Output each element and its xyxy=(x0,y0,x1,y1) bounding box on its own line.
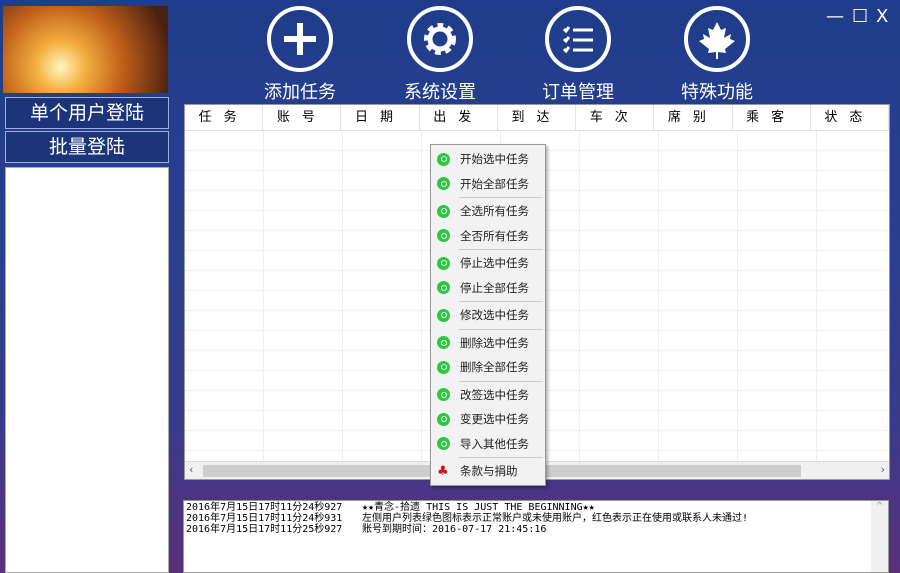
column-header[interactable]: 账号 xyxy=(263,105,342,130)
menu-separator xyxy=(459,301,543,302)
scroll-right-icon[interactable]: › xyxy=(880,463,885,476)
q-icon xyxy=(437,412,450,426)
menu-item[interactable]: ♣ 条款与捐助 xyxy=(431,459,545,484)
log-panel[interactable]: ^ 2016年7月15日17时11分24秒927 ★★青念-拾遗 THIS IS … xyxy=(183,500,889,573)
menu-item[interactable]: 全否所有任务 xyxy=(431,224,545,249)
q-icon xyxy=(437,308,450,322)
gear-icon xyxy=(407,6,473,72)
single-user-login-button[interactable]: 单个用户登陆 xyxy=(5,97,169,129)
menu-item-label: 开始选中任务 xyxy=(460,152,529,167)
column-header[interactable]: 席别 xyxy=(654,105,733,130)
q-icon xyxy=(437,281,450,295)
q-icon xyxy=(437,388,450,402)
menu-item-label: 导入其他任务 xyxy=(460,436,529,451)
column-header[interactable]: 状态 xyxy=(811,105,889,130)
menu-item-label: 修改选中任务 xyxy=(460,308,529,323)
menu-item[interactable]: 变更选中任务 xyxy=(431,407,545,432)
order-management-label: 订单管理 xyxy=(542,82,614,103)
maple-leaf-icon xyxy=(684,6,750,72)
column-header[interactable]: 车次 xyxy=(576,105,655,130)
add-task-label: 添加任务 xyxy=(264,82,336,103)
menu-separator xyxy=(459,380,543,382)
q-icon xyxy=(437,360,450,374)
menu-item[interactable]: 删除全部任务 xyxy=(431,355,545,380)
log-time: 2016年7月15日17时11分25秒927 xyxy=(186,524,343,535)
menu-item-label: 全选所有任务 xyxy=(460,204,529,219)
log-line: 2016年7月15日17时11分25秒927 账号到期时间：2016-07-17 … xyxy=(186,524,886,535)
menu-item-label: 删除选中任务 xyxy=(460,335,529,350)
menu-separator xyxy=(459,249,543,250)
menu-separator xyxy=(459,328,543,330)
maple-leaf-icon: ♣ xyxy=(437,463,449,479)
log-message: ★★青念-拾遗 THIS IS JUST THE BEGINNING★★ xyxy=(362,502,595,513)
menu-item-label: 条款与捐助 xyxy=(460,464,518,479)
scroll-left-icon[interactable]: ‹ xyxy=(189,463,194,476)
log-line: 2016年7月15日17时11分24秒927 ★★青念-拾遗 THIS IS JU… xyxy=(186,502,886,513)
menu-item[interactable]: 开始全部任务 xyxy=(431,172,545,197)
menu-item[interactable]: 导入其他任务 xyxy=(431,432,545,457)
order-management-button[interactable]: 订单管理 xyxy=(528,6,628,104)
q-icon xyxy=(437,229,450,243)
log-time: 2016年7月15日17时11分24秒931 xyxy=(186,513,343,524)
column-header[interactable]: 乘客 xyxy=(733,105,811,130)
log-line: 2016年7月15日17时11分24秒931 左侧用户列表绿色图标表示正常账户或未… xyxy=(186,513,886,524)
banner-image xyxy=(3,6,168,93)
plus-icon xyxy=(267,6,333,72)
column-header[interactable]: 到达 xyxy=(498,105,577,130)
minimize-button[interactable]: — xyxy=(826,6,844,27)
menu-item[interactable]: 开始选中任务 xyxy=(431,147,545,172)
log-time: 2016年7月15日17时11分24秒927 xyxy=(186,502,343,513)
log-message: 左侧用户列表绿色图标表示正常账户或未使用账户，红色表示正在使用或联系人未通过! xyxy=(362,513,749,524)
menu-item-label: 删除全部任务 xyxy=(460,360,529,375)
q-icon xyxy=(437,177,450,191)
log-message: 账号到期时间：2016-07-17 21:45:16 xyxy=(362,524,547,535)
add-task-button[interactable]: 添加任务 xyxy=(250,6,350,104)
menu-item[interactable]: 停止选中任务 xyxy=(431,251,545,276)
special-functions-button[interactable]: 特殊功能 xyxy=(667,6,767,104)
context-menu: 开始选中任务 开始全部任务 全选所有任务 全否所有任务 停止选中任务 停止全部任务 修改选中… xyxy=(430,144,546,486)
menu-item-label: 改签选中任务 xyxy=(460,387,529,402)
system-settings-button[interactable]: 系统设置 xyxy=(390,6,490,104)
column-header[interactable]: 任务 xyxy=(185,105,264,130)
menu-item-label: 变更选中任务 xyxy=(460,412,529,427)
q-icon xyxy=(437,437,450,451)
menu-item-label: 停止选中任务 xyxy=(460,256,529,271)
menu-item-label: 全否所有任务 xyxy=(460,228,529,243)
menu-item-label: 开始全部任务 xyxy=(460,176,529,191)
vertical-scrollbar[interactable]: ^ xyxy=(871,501,888,572)
menu-item-label: 停止全部任务 xyxy=(460,280,529,295)
system-settings-label: 系统设置 xyxy=(404,82,476,103)
close-button[interactable]: X xyxy=(876,6,889,27)
list-icon xyxy=(545,6,611,72)
menu-item[interactable]: 修改选中任务 xyxy=(431,303,545,328)
menu-item[interactable]: 改签选中任务 xyxy=(431,383,545,408)
special-functions-label: 特殊功能 xyxy=(681,82,753,103)
q-icon xyxy=(437,256,450,270)
menu-item[interactable]: 全选所有任务 xyxy=(431,199,545,224)
q-icon xyxy=(437,204,450,218)
column-header[interactable]: 出发 xyxy=(420,105,498,130)
batch-login-button[interactable]: 批量登陆 xyxy=(5,131,169,163)
q-icon xyxy=(437,336,450,350)
user-list[interactable] xyxy=(5,167,169,573)
menu-item[interactable]: 停止全部任务 xyxy=(431,276,545,301)
q-icon xyxy=(437,152,450,166)
menu-item[interactable]: 删除选中任务 xyxy=(431,331,545,356)
maximize-button[interactable]: ☐ xyxy=(852,6,869,27)
menu-separator xyxy=(459,457,543,458)
column-header[interactable]: 日期 xyxy=(341,105,420,130)
menu-separator xyxy=(459,197,543,198)
